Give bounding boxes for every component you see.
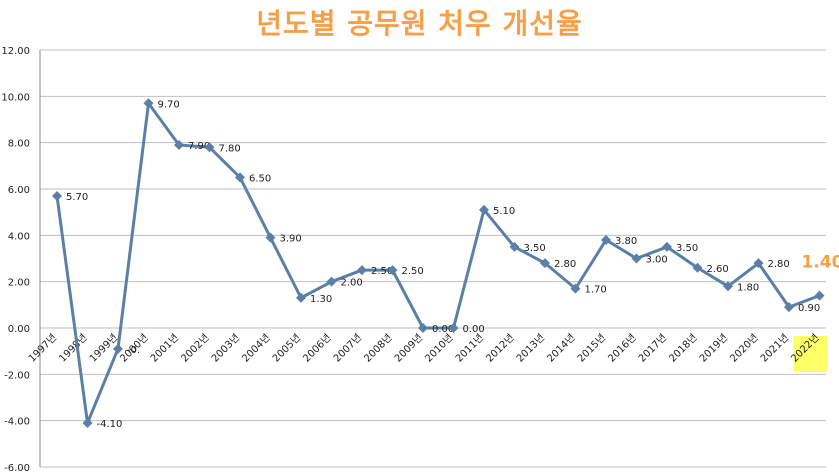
data-point (387, 265, 398, 276)
y-tick-label: 4.00 (8, 231, 30, 242)
data-label: 0.90 (798, 303, 820, 314)
x-tick-label: 2003년 (209, 332, 242, 365)
data-point (418, 323, 428, 333)
data-label: 1.80 (737, 282, 759, 293)
y-tick-label: 2.00 (8, 278, 30, 289)
data-label: 2.80 (768, 259, 790, 270)
data-label: 2.00 (341, 278, 363, 289)
data-point (540, 258, 550, 269)
data-label: 7.90 (188, 141, 210, 152)
data-point (814, 290, 825, 301)
x-tick-label: 2021년 (758, 332, 791, 365)
x-tick-label: 2006년 (301, 332, 334, 365)
data-label: -0. (127, 345, 140, 356)
data-label: 3.50 (676, 243, 698, 254)
y-tick-label: -6.00 (4, 463, 30, 472)
data-label: 1.30 (310, 294, 332, 305)
data-label: 1.70 (585, 285, 607, 296)
x-tick-label: 2020년 (728, 332, 761, 365)
x-tick-label: 2016년 (606, 332, 639, 365)
data-point (509, 241, 520, 252)
data-point (235, 172, 245, 183)
data-point (631, 253, 642, 264)
y-tick-label: 8.00 (8, 139, 30, 150)
data-point (784, 302, 794, 313)
data-point (753, 258, 764, 269)
x-tick-label: 2018년 (667, 332, 700, 365)
data-point (357, 265, 367, 276)
data-point (143, 98, 154, 109)
data-label: 7.80 (219, 143, 241, 154)
x-tick-label: 2014년 (545, 332, 578, 365)
x-tick-label: 2017년 (636, 332, 669, 365)
x-tick-label: 2013년 (514, 332, 547, 365)
x-tick-label: 2010년 (423, 332, 456, 365)
data-label: 3.90 (280, 234, 302, 245)
data-label: 3.00 (646, 255, 668, 266)
data-point (174, 139, 184, 150)
chart-title: 년도별 공무원 처우 개선율 (256, 7, 583, 40)
data-label: 2.80 (554, 259, 576, 270)
data-point (479, 204, 489, 215)
data-point (296, 292, 306, 303)
data-label: 2.50 (371, 266, 393, 277)
x-tick-label: 2019년 (697, 332, 730, 365)
data-label: 5.70 (66, 192, 88, 203)
data-point (82, 417, 93, 428)
data-label: 3.80 (615, 236, 637, 247)
x-tick-label: 2012년 (484, 332, 517, 365)
data-point (113, 343, 123, 354)
x-tick-label: 2011년 (453, 332, 486, 365)
x-tick-label: 2009년 (392, 332, 425, 365)
data-label: 9.70 (158, 99, 180, 110)
data-label: -4.10 (97, 419, 123, 430)
data-point (448, 323, 459, 333)
x-tick-label: 1998년 (57, 332, 90, 365)
series-line (55, 101, 821, 425)
data-point (662, 241, 672, 252)
y-tick-label: 6.00 (8, 185, 30, 196)
x-tick-label: 2007년 (331, 332, 364, 365)
y-tick-label: -2.00 (4, 370, 30, 381)
y-tick-label: 0.00 (8, 324, 30, 335)
data-label: 5.10 (493, 206, 515, 217)
data-point (601, 234, 611, 245)
y-tick-label: 10.00 (1, 92, 30, 103)
highlight-band (793, 336, 828, 372)
y-tick-label: -4.00 (4, 417, 30, 428)
data-label: 0.00 (432, 324, 454, 335)
data-label-highlight: 1.40 (802, 253, 839, 273)
data-point (265, 232, 276, 243)
data-point (52, 190, 62, 201)
data-label: 3.50 (524, 243, 546, 254)
data-label: 2.50 (402, 266, 424, 277)
data-point (723, 281, 733, 292)
y-tick-label: 12.00 (1, 46, 30, 57)
data-label: 2.60 (707, 264, 729, 275)
data-label: 6.50 (249, 173, 271, 184)
x-tick-label: 2005년 (270, 332, 303, 365)
x-tick-label: 2004년 (240, 332, 273, 365)
data-label: 0.00 (463, 324, 485, 335)
data-point (326, 276, 337, 287)
x-tick-label: 2015년 (575, 332, 608, 365)
data-point (204, 142, 215, 153)
x-tick-label: 1997년 (26, 332, 59, 365)
x-tick-label: 2002년 (179, 332, 212, 365)
data-point (570, 283, 581, 294)
x-tick-label: 2001년 (148, 332, 181, 365)
data-point (692, 262, 703, 273)
x-tick-label: 2008년 (362, 332, 395, 365)
